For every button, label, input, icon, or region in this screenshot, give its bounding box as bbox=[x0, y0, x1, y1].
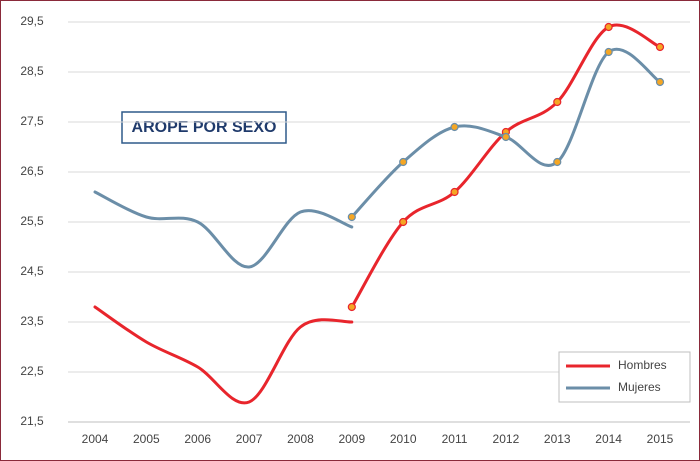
x-tick-label: 2013 bbox=[544, 432, 571, 446]
marker bbox=[501, 132, 511, 142]
x-tick-label: 2015 bbox=[647, 432, 674, 446]
y-tick-label: 21,5 bbox=[20, 414, 44, 428]
marker bbox=[604, 47, 613, 57]
marker bbox=[553, 157, 562, 167]
legend-box bbox=[558, 351, 691, 403]
x-tick-label: 2014 bbox=[595, 432, 622, 446]
line bbox=[93, 190, 354, 269]
marker bbox=[655, 77, 665, 87]
y-tick-label: 23,5 bbox=[20, 314, 44, 328]
marker bbox=[450, 122, 459, 132]
marker bbox=[604, 22, 613, 32]
y-tick-label: 24,5 bbox=[20, 264, 44, 278]
y-tick-label: 22,5 bbox=[20, 364, 44, 378]
x-tick-label: 2008 bbox=[287, 432, 314, 446]
legend-label: Mujeres bbox=[618, 380, 661, 394]
legend: Hombres Mujeres bbox=[558, 351, 691, 403]
marker bbox=[347, 302, 356, 312]
x-tick-label: 2005 bbox=[133, 432, 160, 446]
chart-title: AROPE POR SEXO bbox=[132, 119, 277, 136]
marker bbox=[399, 217, 408, 227]
marker bbox=[553, 97, 562, 107]
x-tick-label: 2010 bbox=[390, 432, 417, 446]
x-tick-label: 2007 bbox=[236, 432, 263, 446]
marker bbox=[347, 212, 356, 222]
x-tick-label: 2012 bbox=[493, 432, 520, 446]
y-tick-label: 28,5 bbox=[20, 64, 44, 78]
x-tick-label: 2006 bbox=[184, 432, 211, 446]
legend-label: Hombres bbox=[618, 358, 667, 372]
marker bbox=[399, 157, 408, 167]
y-tick-label: 25,5 bbox=[20, 214, 44, 228]
line bbox=[93, 305, 354, 405]
marker bbox=[655, 42, 665, 52]
x-tick-label: 2009 bbox=[338, 432, 365, 446]
y-tick-label: 26,5 bbox=[20, 164, 44, 178]
y-tick-label: 29,5 bbox=[20, 14, 44, 28]
y-tick-label: 27,5 bbox=[20, 114, 44, 128]
title-box bbox=[121, 111, 287, 144]
marker bbox=[450, 187, 459, 197]
x-tick-label: 2004 bbox=[82, 432, 109, 446]
x-tick-label: 2011 bbox=[442, 432, 468, 446]
